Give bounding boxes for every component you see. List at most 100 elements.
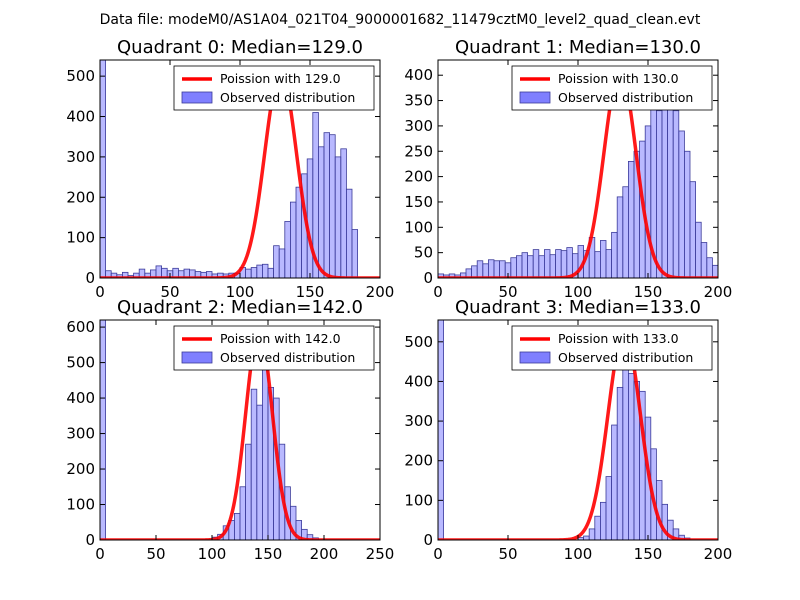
y-tick-label: 200 xyxy=(404,168,433,186)
histogram-bar xyxy=(594,515,601,540)
y-tick-label: 400 xyxy=(404,66,433,84)
legend-bars-swatch xyxy=(519,351,551,364)
poisson-curve xyxy=(100,70,380,278)
y-tick-label: 350 xyxy=(404,92,433,110)
legend-bars-label: Observed distribution xyxy=(220,350,355,365)
histogram-bar xyxy=(566,247,573,278)
histogram-bar xyxy=(476,260,484,278)
x-tick-label: 150 xyxy=(296,283,325,301)
histogram-bar xyxy=(521,252,528,278)
histogram-bar xyxy=(284,221,291,278)
y-tick-label: 400 xyxy=(66,389,95,407)
histogram-bar xyxy=(317,146,325,278)
y-tick-label: 0 xyxy=(85,531,95,549)
histogram-bar xyxy=(256,404,263,540)
y-tick-label: 100 xyxy=(66,229,95,247)
histogram-bar xyxy=(544,249,551,278)
histogram-bar xyxy=(622,186,629,278)
panel-2: 0 50 100 150 200 250 0 100 200 300 400 500 600 Quadra… xyxy=(66,297,394,563)
histogram-bar xyxy=(628,160,635,278)
histogram-bar xyxy=(555,249,562,278)
x-tick-label: 100 xyxy=(564,545,593,563)
histogram-bar xyxy=(605,249,612,278)
histogram-bar xyxy=(233,512,241,540)
histogram-bar xyxy=(155,265,162,278)
histogram-bar xyxy=(306,534,314,540)
poisson-curve xyxy=(100,328,380,540)
x-tick-label: 200 xyxy=(310,545,339,563)
histogram-bar xyxy=(493,260,500,278)
plot-area xyxy=(438,68,718,278)
x-tick-label: 0 xyxy=(433,283,443,301)
histogram-bar xyxy=(560,250,568,278)
panel-title: Quadrant 0: Median=129.0 xyxy=(117,37,363,58)
histogram-bar xyxy=(438,320,444,540)
legend: Poission with 133.0 Observed distribution xyxy=(511,325,713,371)
histogram-bar xyxy=(351,229,358,278)
histogram-bar xyxy=(295,186,302,278)
histogram-bar xyxy=(510,257,517,278)
x-tick-label: 150 xyxy=(254,545,283,563)
legend: Poission with 142.0 Observed distribution xyxy=(173,325,375,371)
histogram-bar xyxy=(261,263,269,278)
histogram-bar xyxy=(340,148,347,278)
y-tick-label: 50 xyxy=(414,244,433,262)
x-tick-label: 150 xyxy=(634,545,663,563)
histogram-bar xyxy=(689,181,696,278)
histogram-bar xyxy=(538,255,545,278)
y-tick-label: 100 xyxy=(404,491,433,509)
histogram-bar xyxy=(345,188,353,278)
histogram-bar xyxy=(273,245,280,278)
y-tick-label: 500 xyxy=(66,67,95,85)
y-tick-label: 100 xyxy=(404,218,433,236)
x-tick-label: 0 xyxy=(433,545,443,563)
legend-bars-label: Observed distribution xyxy=(220,90,355,105)
legend-curve-label: Poission with 133.0 xyxy=(558,331,679,346)
legend-curve-label: Poission with 130.0 xyxy=(558,71,679,86)
x-tick-label: 200 xyxy=(704,545,733,563)
histogram-bar xyxy=(706,257,713,278)
histogram-bar xyxy=(712,264,718,278)
legend-bars-label: Observed distribution xyxy=(558,350,693,365)
histogram-bar xyxy=(482,263,489,278)
x-tick-label: 100 xyxy=(226,283,255,301)
y-tick-label: 500 xyxy=(66,354,95,372)
panel-title: Quadrant 2: Median=142.0 xyxy=(117,297,363,318)
legend-curve-label: Poission with 142.0 xyxy=(220,331,341,346)
y-tick-label: 300 xyxy=(66,148,95,166)
histogram-bar xyxy=(644,125,652,278)
y-tick-label: 300 xyxy=(404,117,433,135)
histogram-bar xyxy=(678,130,685,278)
poisson-curve xyxy=(438,68,718,278)
histogram-bar xyxy=(289,201,297,278)
histogram-bar xyxy=(588,528,596,540)
histogram-bar xyxy=(611,231,618,278)
x-tick-label: 50 xyxy=(160,283,179,301)
histogram-bar xyxy=(250,388,258,540)
legend: Poission with 129.0 Observed distribution xyxy=(173,65,375,111)
histogram-bar xyxy=(656,110,663,278)
panel-0: 0 50 100 150 200 0 100 200 300 400 500 Quadrant 0: … xyxy=(66,37,394,301)
histogram-bar xyxy=(583,535,590,540)
histogram-bar xyxy=(499,260,506,278)
histogram-bar xyxy=(245,443,252,540)
y-tick-label: 400 xyxy=(404,372,433,390)
histogram-bar xyxy=(622,365,629,540)
y-tick-label: 200 xyxy=(404,452,433,470)
histogram-bar xyxy=(250,267,258,278)
histogram-bar xyxy=(661,95,668,278)
y-tick-label: 100 xyxy=(66,496,95,514)
panel-3: 0 50 100 150 200 0 100 200 300 400 500 Quadrant 3: … xyxy=(404,297,732,563)
y-tick-label: 400 xyxy=(66,108,95,126)
histogram-bar xyxy=(100,320,106,540)
x-tick-label: 100 xyxy=(198,545,227,563)
y-tick-label: 0 xyxy=(423,269,433,287)
histogram-bar xyxy=(100,60,106,278)
histogram-bar xyxy=(600,240,607,278)
x-tick-label: 0 xyxy=(95,545,105,563)
histogram-bar xyxy=(516,255,523,278)
histogram-bar xyxy=(684,150,691,278)
y-tick-label: 300 xyxy=(66,425,95,443)
histogram-bar xyxy=(616,196,624,278)
